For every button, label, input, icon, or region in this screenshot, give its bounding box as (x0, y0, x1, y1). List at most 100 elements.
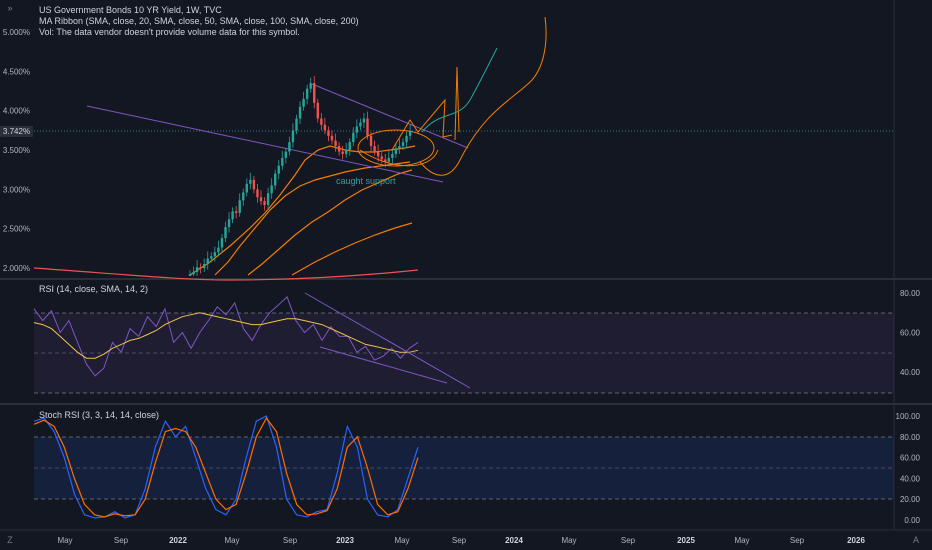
candle-body (352, 132, 355, 143)
time-axis[interactable]: May Sep 2022 May Sep 2023 May Sep 2024 May Sep 2025… (57, 536, 865, 545)
time-tick-label: 2025 (677, 536, 695, 545)
projection-teal-curve (421, 47, 498, 133)
candle-body (330, 135, 334, 141)
time-tick-label: 2022 (169, 536, 187, 545)
candle-body (220, 238, 224, 248)
time-tick-label: May (224, 536, 239, 545)
legend-rsi[interactable]: RSI (14, close, SMA, 14, 2) (39, 284, 149, 294)
candle-body (266, 193, 270, 206)
last-price-tag: 3.742% (0, 126, 33, 137)
candle-body (291, 130, 295, 143)
candle-body (408, 131, 412, 136)
legend-ma-ribbon[interactable]: MA Ribbon (SMA, close, 20, SMA, close, 5… (39, 16, 359, 26)
candle-body (217, 247, 220, 253)
time-tick-label: 2026 (847, 536, 865, 545)
projection-orange-curve (419, 16, 547, 176)
projection-orange-spike (454, 66, 460, 141)
collapse-toolbar-icon[interactable]: » (7, 3, 13, 13)
candle-body (245, 183, 248, 193)
candle-body (213, 252, 217, 257)
stoch-d-line (33, 416, 419, 518)
candle-body (337, 146, 341, 152)
time-tick-label: Sep (790, 536, 805, 545)
candle-body (295, 118, 298, 131)
candle-body (259, 197, 263, 202)
time-tick-label: Sep (621, 536, 636, 545)
candle-body (281, 157, 284, 166)
projection-orange-zigzag (391, 98, 453, 151)
candle-body (199, 267, 202, 269)
candle-body (288, 142, 291, 152)
legend-volume[interactable]: Vol: The data vendor doesn't provide vol… (39, 27, 300, 37)
candle-body (313, 83, 316, 103)
price-tick-label: 3.000% (3, 185, 30, 194)
candle-body (366, 118, 369, 136)
ma-100-line (247, 169, 413, 276)
candle-body (320, 118, 323, 125)
legend-stoch-rsi[interactable]: Stoch RSI (3, 3, 14, 14, close) (39, 410, 160, 420)
stoch-tick-label: 40.00 (900, 474, 921, 483)
rsi-axis[interactable]: 80.00 60.00 40.00 (900, 289, 921, 377)
candle-body (401, 142, 405, 147)
candle-body (284, 151, 288, 158)
time-tick-label: May (57, 536, 72, 545)
support-ellipse (357, 129, 435, 167)
candle-body (242, 192, 245, 201)
rsi-ma-line (33, 312, 419, 359)
candle-body (210, 256, 213, 259)
candle-body (224, 227, 227, 239)
stoch-axis[interactable]: 100.00 80.00 60.00 40.00 20.00 0.00 (896, 412, 921, 525)
time-tick-label: May (561, 536, 576, 545)
price-tick-label: 4.000% (3, 107, 30, 116)
rsi-tick-label: 60.00 (900, 329, 921, 338)
candle-body (316, 102, 319, 119)
candle-body (249, 179, 252, 184)
candle-body (405, 135, 408, 143)
candlestick-series (188, 76, 412, 276)
candle-body (192, 271, 195, 275)
auto-scale-icon[interactable]: A (912, 535, 919, 545)
candle-body (203, 264, 206, 268)
candle-body (195, 267, 199, 272)
candle-body (348, 142, 351, 150)
rsi-tick-label: 40.00 (900, 368, 921, 377)
candle-body (327, 130, 330, 136)
price-tick-label: 3.500% (3, 146, 30, 155)
time-tick-label: Sep (283, 536, 298, 545)
candle-body (227, 219, 231, 228)
candle-body (302, 98, 305, 107)
rsi-trendline-lower (319, 346, 448, 384)
candle-body (391, 153, 394, 158)
candle-body (274, 173, 277, 186)
candle-body (398, 146, 401, 149)
trendline-upper (311, 83, 469, 149)
time-tick-label: Sep (452, 536, 467, 545)
price-axis[interactable]: 5.000% 4.500% 4.000% 3.500% 3.000% 2.500% 2.00… (3, 28, 30, 273)
annotation-caught-support: caught support (336, 176, 396, 186)
price-tick-label: 2.000% (3, 264, 30, 273)
candle-body (373, 146, 376, 152)
stoch-tick-label: 60.00 (900, 454, 921, 463)
time-tick-label: May (734, 536, 749, 545)
legend-title: US Government Bonds 10 YR Yield, 1W, TVC (39, 5, 222, 15)
price-tick-label: 4.500% (3, 67, 30, 76)
price-tick-label: 5.000% (3, 28, 30, 37)
candle-body (305, 88, 309, 99)
ma-50-line (214, 161, 411, 276)
candle-body (359, 122, 362, 127)
time-tick-label: Sep (114, 536, 129, 545)
ma-200-line (291, 222, 413, 276)
ma-20-line (189, 145, 416, 276)
candle-body (341, 151, 344, 154)
candle-body (256, 189, 259, 198)
stoch-tick-label: 20.00 (900, 495, 921, 504)
candle-body (270, 185, 273, 194)
rsi-line (33, 296, 419, 377)
stoch-tick-label: 100.00 (896, 412, 921, 421)
candle-body (309, 83, 312, 89)
price-tick-label: 2.500% (3, 225, 30, 234)
candle-body (394, 148, 398, 154)
zoom-icon[interactable]: Z (7, 535, 13, 545)
support-arc (359, 149, 439, 167)
